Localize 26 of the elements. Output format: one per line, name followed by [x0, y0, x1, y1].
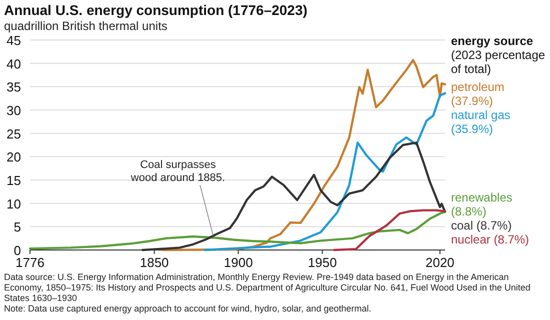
- x-tick-label: 1850: [140, 255, 169, 270]
- series-label: petroleum (37.9%): [451, 80, 504, 108]
- x-tick-label: 1900: [224, 255, 253, 270]
- legend-title: energy source (2023 percentage of total): [451, 34, 546, 76]
- y-tick-label: 25: [6, 126, 21, 142]
- series-label: renewables (8.8%): [451, 190, 512, 219]
- chart-subtitle: quadrillion British thermal units: [4, 19, 168, 33]
- annotation: Coal surpasses wood around 1885.: [130, 159, 226, 184]
- series-label: natural gas (35.9%): [451, 108, 510, 136]
- y-tick-label: 0: [14, 243, 21, 258]
- y-tick-label: 45: [6, 33, 21, 48]
- chart-title: Annual U.S. energy consumption (1776–2023): [4, 2, 308, 18]
- y-tick-label: 40: [6, 56, 21, 72]
- y-tick-label: 10: [6, 196, 21, 212]
- series-label: nuclear (8.7%): [451, 232, 530, 247]
- y-tick-label: 20: [6, 150, 21, 165]
- y-tick-label: 15: [6, 173, 21, 188]
- series-label: coal (8.7%): [451, 218, 512, 233]
- text: Note: Data use captured energy approach to account for wind, hydro, solar, and geothermal.: [4, 304, 372, 314]
- y-tick-label: 30: [6, 103, 21, 118]
- x-tick-label: 1950: [308, 255, 337, 270]
- x-tick-label: 1776: [16, 255, 44, 270]
- y-tick-label: 35: [6, 80, 21, 95]
- y-tick-label: 5: [14, 220, 21, 235]
- source-note: Data source: U.S. Energy Information Administration, Monthly Energy Review. Pre-1949 data based on Energy in the American Economy, 1850–1975: Its History and Prospects and U.S. Department of Agriculture Circular No. 641, Fuel Wood Used in the United States 1630–1930: [4, 272, 530, 303]
- x-tick-label: 2020: [426, 255, 454, 270]
